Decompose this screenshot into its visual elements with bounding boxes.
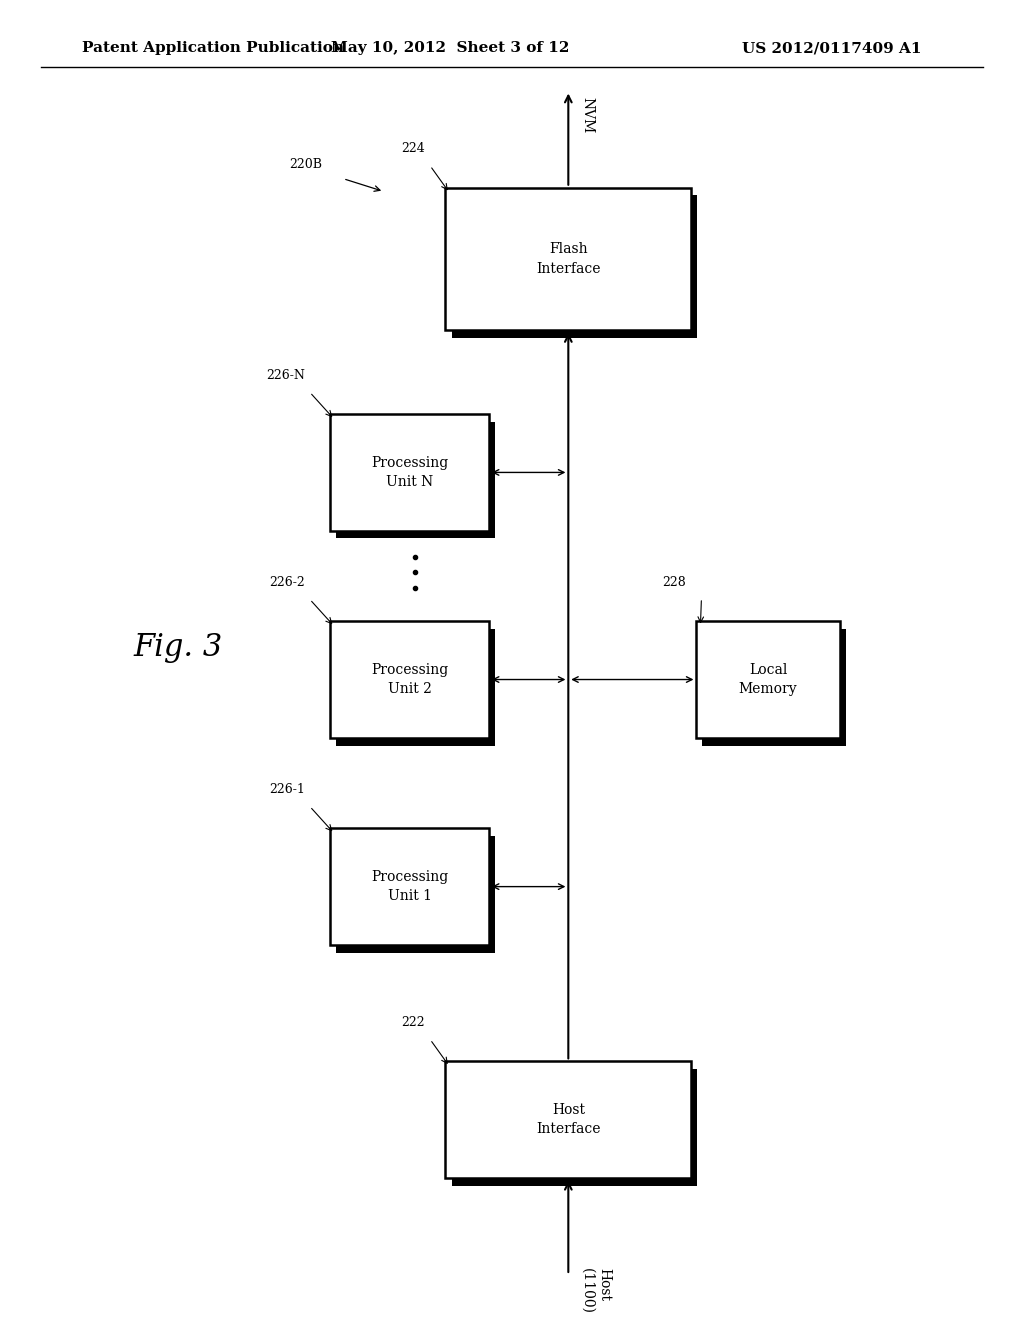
Text: Host
Interface: Host Interface <box>537 1102 600 1137</box>
Text: Local
Memory: Local Memory <box>738 663 798 696</box>
Bar <box>336 836 496 953</box>
Text: 226-2: 226-2 <box>269 576 305 589</box>
Text: Fig. 3: Fig. 3 <box>133 632 222 663</box>
Text: Flash
Interface: Flash Interface <box>537 242 600 276</box>
Text: Processing
Unit 1: Processing Unit 1 <box>371 870 449 903</box>
Bar <box>452 1069 697 1185</box>
Text: 226-1: 226-1 <box>268 783 305 796</box>
Text: 228: 228 <box>663 576 686 589</box>
Text: NVM: NVM <box>581 98 595 133</box>
Bar <box>696 622 840 738</box>
Bar <box>336 630 496 746</box>
Bar <box>330 829 489 945</box>
Text: 222: 222 <box>401 1016 425 1030</box>
Bar <box>445 187 691 330</box>
Bar <box>452 195 697 338</box>
Bar <box>336 422 496 539</box>
Text: Processing
Unit 2: Processing Unit 2 <box>371 663 449 696</box>
Bar <box>702 630 846 746</box>
Text: May 10, 2012  Sheet 3 of 12: May 10, 2012 Sheet 3 of 12 <box>332 41 569 55</box>
Bar <box>330 622 489 738</box>
Text: Host
(1100): Host (1100) <box>581 1269 610 1315</box>
Bar <box>445 1061 691 1177</box>
Text: 226-N: 226-N <box>266 368 305 381</box>
Text: Processing
Unit N: Processing Unit N <box>371 455 449 490</box>
Text: Patent Application Publication: Patent Application Publication <box>82 41 344 55</box>
Text: US 2012/0117409 A1: US 2012/0117409 A1 <box>742 41 922 55</box>
Text: 220B: 220B <box>290 158 323 170</box>
Bar <box>330 414 489 531</box>
Text: 224: 224 <box>401 143 425 156</box>
